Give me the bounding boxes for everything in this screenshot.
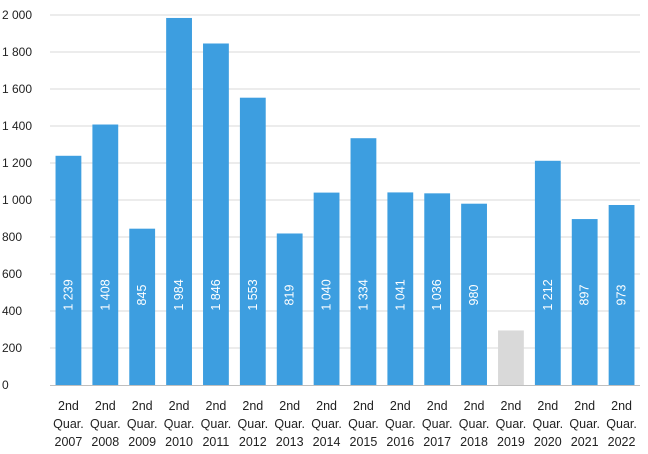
x-tick-label: 2012 xyxy=(239,435,267,449)
x-axis-tick-labels: 2nd Quar. 2007 2nd Quar. 2008 2nd Quar. 2009 2nd Q… xyxy=(53,399,637,449)
y-tick-label: 1 000 xyxy=(2,193,32,207)
y-tick-label: 1 800 xyxy=(2,45,32,59)
bar xyxy=(608,204,635,385)
bar xyxy=(166,17,192,386)
x-tick-label: Quar. xyxy=(459,417,490,431)
bar xyxy=(55,155,82,385)
x-tick-label: 2013 xyxy=(276,435,304,449)
x-tick-label: 2nd xyxy=(427,399,448,413)
x-tick-label: Quar. xyxy=(90,417,121,431)
x-tick-label: 2nd xyxy=(353,399,374,413)
data-label: 897 xyxy=(578,285,592,306)
x-tick-label: 2014 xyxy=(313,435,341,449)
x-tick-label: Quar. xyxy=(606,417,637,431)
x-tick-label: 2015 xyxy=(350,435,378,449)
x-tick-label: 2016 xyxy=(386,435,414,449)
bar xyxy=(461,203,487,385)
y-tick-label: 600 xyxy=(2,267,22,281)
x-tick-label: 2nd xyxy=(501,399,522,413)
bars xyxy=(55,17,635,386)
x-tick-label: Quar. xyxy=(127,417,158,431)
y-tick-label: 800 xyxy=(2,230,22,244)
x-tick-label: Quar. xyxy=(422,417,453,431)
x-tick-label: Quar. xyxy=(348,417,379,431)
bar xyxy=(129,228,156,385)
x-tick-label: 2009 xyxy=(128,435,156,449)
data-label: 1 334 xyxy=(356,279,370,310)
data-label: 819 xyxy=(283,285,297,306)
data-label: 973 xyxy=(615,285,629,306)
x-tick-label: 2022 xyxy=(608,435,636,449)
data-label: 1 239 xyxy=(61,279,75,310)
x-tick-label: 2nd xyxy=(390,399,411,413)
x-tick-label: 2nd xyxy=(611,399,632,413)
x-tick-label: Quar. xyxy=(385,417,416,431)
x-tick-label: Quar. xyxy=(533,417,564,431)
x-tick-label: 2nd xyxy=(574,399,595,413)
bar xyxy=(239,97,266,385)
x-tick-label: Quar. xyxy=(164,417,195,431)
bar xyxy=(387,192,414,385)
x-tick-label: Quar. xyxy=(238,417,269,431)
y-tick-label: 200 xyxy=(2,341,22,355)
x-tick-label: 2020 xyxy=(534,435,562,449)
y-tick-label: 400 xyxy=(2,304,22,318)
x-tick-label: Quar. xyxy=(274,417,305,431)
x-tick-label: Quar. xyxy=(569,417,600,431)
x-tick-label: 2nd xyxy=(206,399,227,413)
x-tick-label: 2nd xyxy=(95,399,116,413)
x-tick-label: 2011 xyxy=(202,435,229,449)
data-label: 845 xyxy=(135,285,149,306)
data-label: 1 212 xyxy=(541,279,555,310)
data-label: 1 040 xyxy=(320,279,334,310)
bar xyxy=(571,219,598,385)
data-labels: 1 239 1 408 845 1 984 1 846 1 553 819 1 040 1 33… xyxy=(61,279,628,310)
x-tick-label: 2nd xyxy=(537,399,558,413)
x-tick-label: Quar. xyxy=(496,417,527,431)
x-tick-label: 2019 xyxy=(497,435,525,449)
x-tick-label: 2017 xyxy=(423,435,451,449)
x-tick-label: 2008 xyxy=(91,435,119,449)
y-tick-label: 1 400 xyxy=(2,119,32,133)
data-label: 1 041 xyxy=(393,279,407,310)
data-label: 1 036 xyxy=(430,279,444,310)
x-tick-label: 2021 xyxy=(571,435,599,449)
y-tick-label: 1 600 xyxy=(2,82,32,96)
x-tick-label: 2nd xyxy=(464,399,485,413)
bar xyxy=(276,233,303,385)
y-tick-label: 1 200 xyxy=(2,156,32,170)
x-tick-label: 2nd xyxy=(242,399,263,413)
bar xyxy=(203,43,229,386)
bar xyxy=(498,330,524,385)
bar xyxy=(424,193,451,385)
x-tick-label: Quar. xyxy=(53,417,84,431)
x-tick-label: 2010 xyxy=(165,435,193,449)
bar xyxy=(350,138,377,385)
y-tick-label: 0 xyxy=(2,378,9,392)
x-tick-label: 2007 xyxy=(55,435,83,449)
x-tick-label: 2nd xyxy=(58,399,79,413)
bar xyxy=(534,160,561,385)
y-axis-tick-labels: 0 200 400 600 800 1 000 1 200 1 400 1 600 1 800 2 … xyxy=(2,8,32,392)
bar xyxy=(92,124,119,386)
x-tick-label: 2nd xyxy=(316,399,337,413)
x-tick-label: 2018 xyxy=(460,435,488,449)
x-tick-label: 2nd xyxy=(169,399,190,413)
x-tick-label: 2nd xyxy=(279,399,300,413)
bar xyxy=(313,192,340,385)
data-label: 1 984 xyxy=(172,279,186,310)
data-label: 980 xyxy=(467,285,481,306)
x-tick-label: Quar. xyxy=(201,417,232,431)
x-tick-label: 2nd xyxy=(132,399,153,413)
data-label: 1 553 xyxy=(246,279,260,310)
y-tick-label: 2 000 xyxy=(2,8,32,22)
data-label: 1 846 xyxy=(209,279,223,310)
x-tick-label: Quar. xyxy=(311,417,342,431)
data-label: 1 408 xyxy=(98,279,112,310)
